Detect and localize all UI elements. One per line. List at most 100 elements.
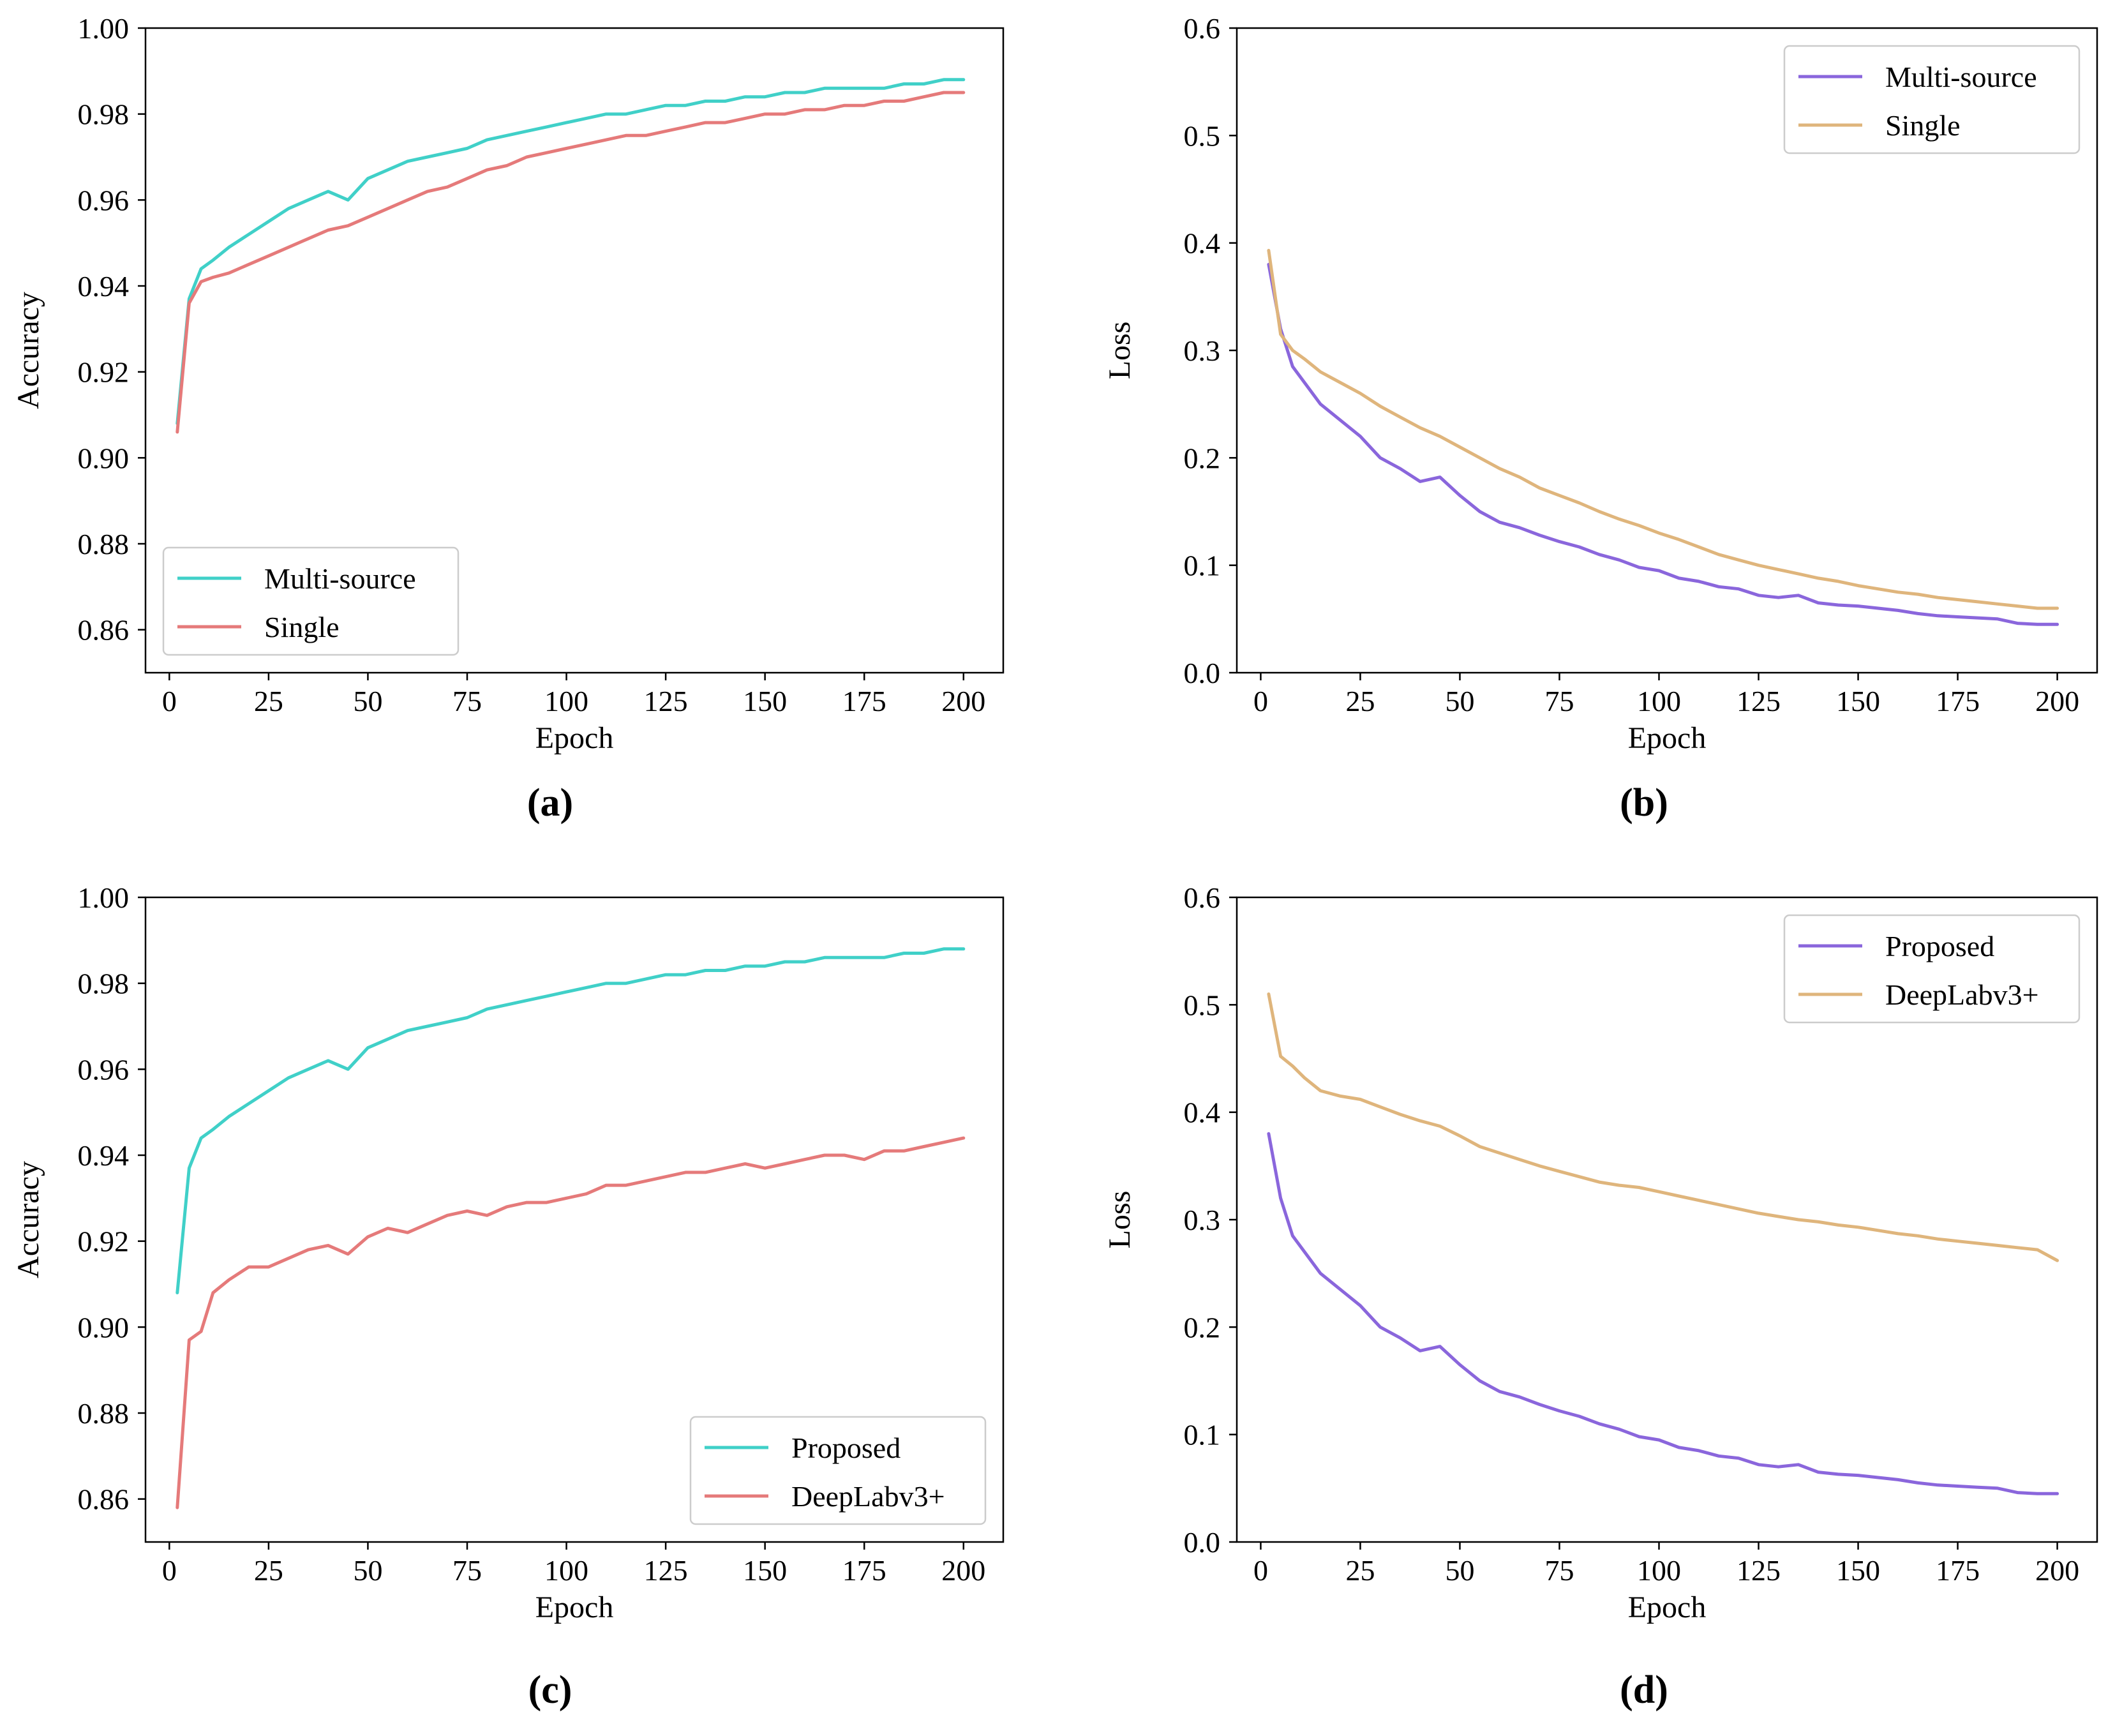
series-line-d-1	[1267, 992, 2059, 1262]
x-tick-label-a-8: 200	[941, 685, 985, 717]
x-tick-label-a-7: 175	[842, 685, 886, 717]
legend-label-a-1: Single	[264, 611, 340, 643]
x-tick-label-d-6: 150	[1836, 1554, 1880, 1587]
series-line-c-1	[176, 1136, 966, 1509]
y-tick-label-d-2: 0.2	[1184, 1311, 1221, 1343]
x-tick-label-b-4: 100	[1637, 685, 1681, 717]
x-tick-label-c-8: 200	[941, 1554, 985, 1587]
y-tick-label-b-5: 0.5	[1184, 119, 1221, 152]
y-tick-label-a-3: 0.92	[78, 356, 130, 389]
legend-d: Proposed DeepLabv3+	[1783, 914, 2081, 1024]
y-tick-label-a-4: 0.94	[78, 270, 130, 303]
y-tick-label-a-5: 0.96	[78, 184, 130, 216]
y-tick-label-c-4: 0.94	[78, 1139, 130, 1172]
y-tick-label-a-7: 1.00	[78, 12, 130, 45]
legend-label-b-1: Single	[1885, 109, 1961, 142]
series-line-d-0	[1267, 1132, 2059, 1495]
x-tick-label-c-5: 125	[644, 1554, 688, 1587]
y-axis-label-d: Loss	[1103, 1191, 1137, 1249]
legend-a: Multi-source Single	[162, 546, 460, 656]
chart-panel-b: 0 25 50 75 100 125 150 175 200 0.0 0.1 0.2 0.3 0.4 0.5…	[1103, 12, 2098, 825]
legend-label-d-1: DeepLabv3+	[1885, 978, 2039, 1011]
x-tick-label-d-3: 75	[1545, 1554, 1574, 1587]
x-tick-label-a-0: 0	[162, 685, 177, 717]
y-tick-label-c-7: 1.00	[78, 881, 130, 914]
x-axis-label-a: Epoch	[535, 721, 614, 755]
y-tick-label-b-0: 0.0	[1184, 657, 1221, 689]
y-axis-label-b: Loss	[1103, 322, 1137, 380]
x-tick-label-a-1: 25	[254, 685, 283, 717]
x-tick-label-d-2: 50	[1445, 1554, 1474, 1587]
x-tick-label-d-0: 0	[1253, 1554, 1268, 1587]
y-tick-label-d-3: 0.3	[1184, 1204, 1221, 1236]
x-tick-label-c-1: 25	[254, 1554, 283, 1587]
x-tick-label-d-1: 25	[1345, 1554, 1375, 1587]
axes-frame-a	[144, 27, 1005, 674]
legend-b: Multi-source Single	[1783, 45, 2081, 154]
y-tick-label-b-4: 0.4	[1184, 227, 1221, 260]
x-tick-label-c-4: 100	[544, 1554, 588, 1587]
x-tick-label-b-6: 150	[1836, 685, 1880, 717]
legend-c: Proposed DeepLabv3+	[689, 1416, 987, 1525]
y-tick-label-c-0: 0.86	[78, 1483, 130, 1516]
y-tick-label-c-6: 0.98	[78, 968, 130, 1000]
y-tick-label-b-6: 0.6	[1184, 12, 1221, 45]
panel-caption-b: (b)	[1620, 781, 1668, 825]
x-tick-label-b-7: 175	[1936, 685, 1980, 717]
x-tick-label-c-0: 0	[162, 1554, 177, 1587]
x-tick-label-d-8: 200	[2035, 1554, 2079, 1587]
x-axis-label-b: Epoch	[1628, 721, 1707, 755]
y-tick-label-a-2: 0.90	[78, 442, 130, 474]
chart-panel-a: 0 25 50 75 100 125 150 175 200 0.86 0.88 0.90 0.92 0.…	[11, 12, 1005, 825]
series-line-a-1	[176, 91, 966, 434]
chart-panel-d: 0 25 50 75 100 125 150 175 200 0.0 0.1 0.2 0.3 0.4 0.5…	[1103, 881, 2098, 1712]
x-axis-label-d: Epoch	[1628, 1590, 1707, 1624]
x-tick-label-b-1: 25	[1345, 685, 1375, 717]
chart-panel-c: 0 25 50 75 100 125 150 175 200 0.86 0.88 0.90 0.92 0.…	[11, 881, 1005, 1712]
series-line-a-0	[176, 78, 966, 425]
x-tick-label-b-0: 0	[1253, 685, 1268, 717]
panel-caption-a: (a)	[527, 781, 573, 825]
y-tick-label-c-3: 0.92	[78, 1225, 130, 1258]
legend-label-a-0: Multi-source	[264, 562, 416, 595]
panel-caption-d: (d)	[1620, 1668, 1668, 1712]
x-tick-label-a-4: 100	[544, 685, 588, 717]
x-tick-label-b-8: 200	[2035, 685, 2079, 717]
x-tick-label-c-7: 175	[842, 1554, 886, 1587]
y-tick-label-d-4: 0.4	[1184, 1096, 1221, 1129]
x-tick-label-b-3: 75	[1545, 685, 1574, 717]
y-tick-label-b-3: 0.3	[1184, 334, 1221, 367]
y-tick-label-d-0: 0.0	[1184, 1526, 1221, 1559]
y-tick-label-c-1: 0.88	[78, 1397, 130, 1430]
y-axis-label-a: Accuracy	[11, 292, 45, 409]
y-tick-label-d-6: 0.6	[1184, 881, 1221, 914]
y-tick-label-b-2: 0.2	[1184, 442, 1221, 474]
x-tick-label-a-3: 75	[452, 685, 482, 717]
x-tick-label-c-2: 50	[353, 1554, 382, 1587]
x-tick-label-b-2: 50	[1445, 685, 1474, 717]
x-tick-label-c-3: 75	[452, 1554, 482, 1587]
y-tick-label-b-1: 0.1	[1184, 550, 1221, 582]
y-tick-label-a-1: 0.88	[78, 528, 130, 560]
series-line-c-0	[176, 947, 966, 1294]
x-tick-label-d-5: 125	[1737, 1554, 1781, 1587]
legend-label-c-0: Proposed	[791, 1432, 900, 1464]
series-line-b-0	[1267, 262, 2059, 626]
x-tick-label-b-5: 125	[1737, 685, 1781, 717]
y-tick-label-a-0: 0.86	[78, 614, 130, 647]
legend-label-d-0: Proposed	[1885, 930, 1994, 962]
y-tick-label-c-5: 0.96	[78, 1053, 130, 1086]
x-tick-label-a-6: 150	[743, 685, 787, 717]
x-tick-label-d-4: 100	[1637, 1554, 1681, 1587]
y-tick-label-d-1: 0.1	[1184, 1419, 1221, 1451]
axes-frame-c	[144, 896, 1005, 1543]
x-tick-label-c-6: 150	[743, 1554, 787, 1587]
series-line-b-1	[1267, 248, 2059, 610]
x-tick-label-d-7: 175	[1936, 1554, 1980, 1587]
panel-caption-c: (c)	[528, 1668, 572, 1712]
x-tick-label-a-2: 50	[353, 685, 382, 717]
y-tick-label-c-2: 0.90	[78, 1311, 130, 1343]
legend-label-b-0: Multi-source	[1885, 61, 2037, 93]
legend-label-c-1: DeepLabv3+	[791, 1480, 945, 1513]
